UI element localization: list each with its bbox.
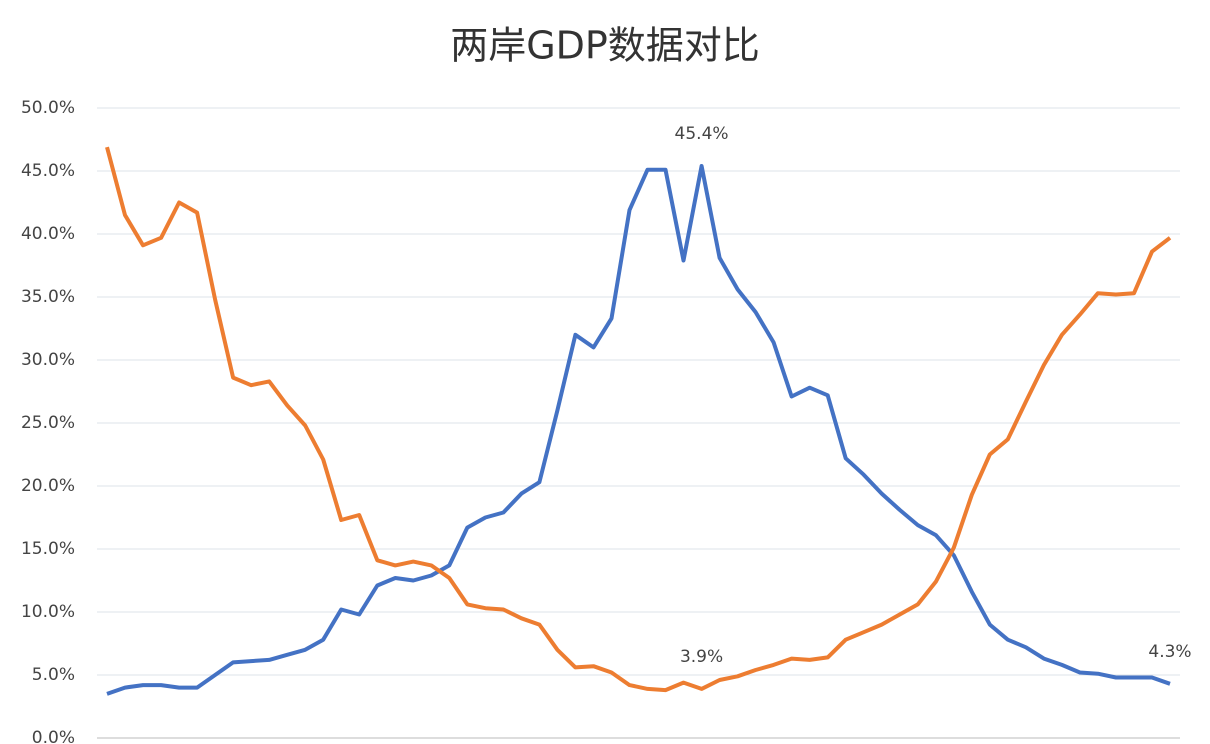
y-tick-label: 10.0% — [21, 602, 75, 622]
data-label: 45.4% — [675, 124, 729, 144]
y-tick-label: 30.0% — [21, 350, 75, 370]
series-line — [106, 164, 1171, 696]
series-line — [105, 146, 1172, 693]
y-tick-label: 40.0% — [21, 224, 75, 244]
y-tick-label: 5.0% — [32, 665, 75, 685]
y-tick-label: 50.0% — [21, 98, 75, 118]
y-tick-label: 25.0% — [21, 413, 75, 433]
y-tick-label: 0.0% — [32, 728, 75, 744]
y-tick-label: 20.0% — [21, 476, 75, 496]
data-label: 4.3% — [1148, 642, 1191, 662]
data-label: 3.9% — [680, 647, 723, 667]
y-tick-label: 35.0% — [21, 287, 75, 307]
chart-title: 两岸GDP数据对比 — [450, 24, 760, 68]
y-tick-label: 45.0% — [21, 161, 75, 181]
y-tick-label: 15.0% — [21, 539, 75, 559]
